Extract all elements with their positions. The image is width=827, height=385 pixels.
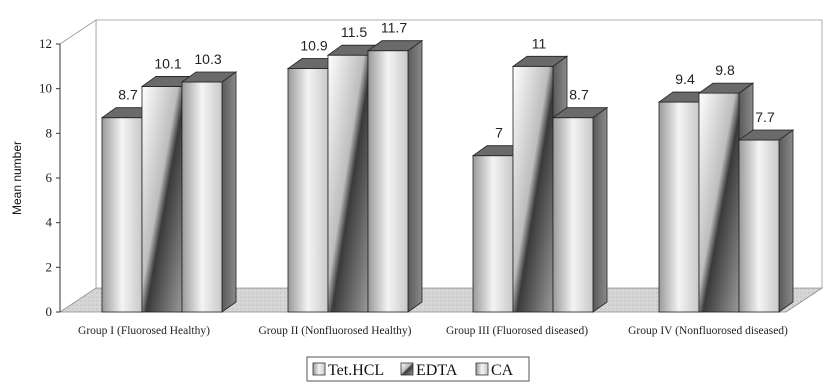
data-label: 9.8 xyxy=(715,62,735,78)
bar-top-face xyxy=(737,129,795,141)
bar-top-face xyxy=(180,71,238,83)
y-tick-label: 12 xyxy=(39,36,52,51)
legend-label-ca: CA xyxy=(491,362,514,379)
x-category-label: Group III (Fluorosed diseased) xyxy=(446,325,588,337)
data-label: 8.7 xyxy=(569,87,589,103)
data-label: 8.7 xyxy=(118,87,138,103)
data-label: 10.3 xyxy=(194,51,221,67)
data-label: 7.7 xyxy=(755,109,775,125)
legend-swatch-tet-hcl xyxy=(312,362,326,376)
bar-front-face xyxy=(287,68,329,313)
bar-front-face xyxy=(472,155,514,313)
legend-label-tet-hcl: Tet.HCL xyxy=(328,362,384,379)
chart-side-wall xyxy=(59,19,97,313)
y-tick-label: 8 xyxy=(46,125,53,140)
bar-ca-group-1 xyxy=(180,71,238,313)
x-category-label: Group I (Fluorosed Healthy) xyxy=(78,325,210,337)
bar-front-face xyxy=(141,86,183,313)
x-category-label: Group IV (Nonfluorosed diseased) xyxy=(628,325,788,337)
data-label: 11.5 xyxy=(341,24,367,40)
bar-front-face xyxy=(101,117,143,313)
bar-top-face xyxy=(697,82,755,94)
legend-label-edta: EDTA xyxy=(416,362,458,379)
legend: Tet.HCL EDTA CA xyxy=(306,356,530,382)
bar-front-face xyxy=(512,65,554,313)
bar-ca-group-4 xyxy=(737,129,795,313)
data-label: 11 xyxy=(532,35,547,51)
bar-side-face xyxy=(221,71,237,313)
data-label: 11.7 xyxy=(381,20,407,36)
bar-front-face xyxy=(327,54,369,313)
data-label: 10.1 xyxy=(154,55,181,71)
y-axis-label: Mean number xyxy=(10,141,24,215)
bar-front-face xyxy=(367,50,409,313)
bar-front-face xyxy=(658,101,700,313)
legend-swatch-edta xyxy=(400,362,414,376)
bar-tet-hcl-group-4 xyxy=(657,91,715,313)
bar-top-face xyxy=(366,40,424,52)
bar-side-face xyxy=(407,39,423,313)
bar-front-face xyxy=(552,117,594,313)
legend-swatch-ca xyxy=(475,362,489,376)
bar-top-face xyxy=(551,107,609,119)
y-tick-label: 10 xyxy=(39,81,52,96)
y-tick-label: 6 xyxy=(46,170,53,185)
data-label: 9.4 xyxy=(675,71,695,87)
legend-box xyxy=(306,356,530,382)
data-label: 7 xyxy=(495,125,503,141)
data-label: 10.9 xyxy=(300,38,327,54)
bar-side-face xyxy=(592,106,608,313)
y-tick-label: 2 xyxy=(46,259,53,274)
y-tick-label: 4 xyxy=(46,215,53,230)
bar-ca-group-3 xyxy=(551,106,609,313)
x-category-label: Group II (Nonfluorosed Healthy) xyxy=(259,325,412,337)
y-tick-label: 0 xyxy=(46,304,53,319)
bar-top-face xyxy=(511,55,569,67)
bar-ca-group-2 xyxy=(366,39,424,313)
bar-front-face xyxy=(698,92,740,313)
bar-front-face xyxy=(738,139,780,313)
bar-side-face xyxy=(778,129,794,313)
bar-front-face xyxy=(181,81,223,313)
